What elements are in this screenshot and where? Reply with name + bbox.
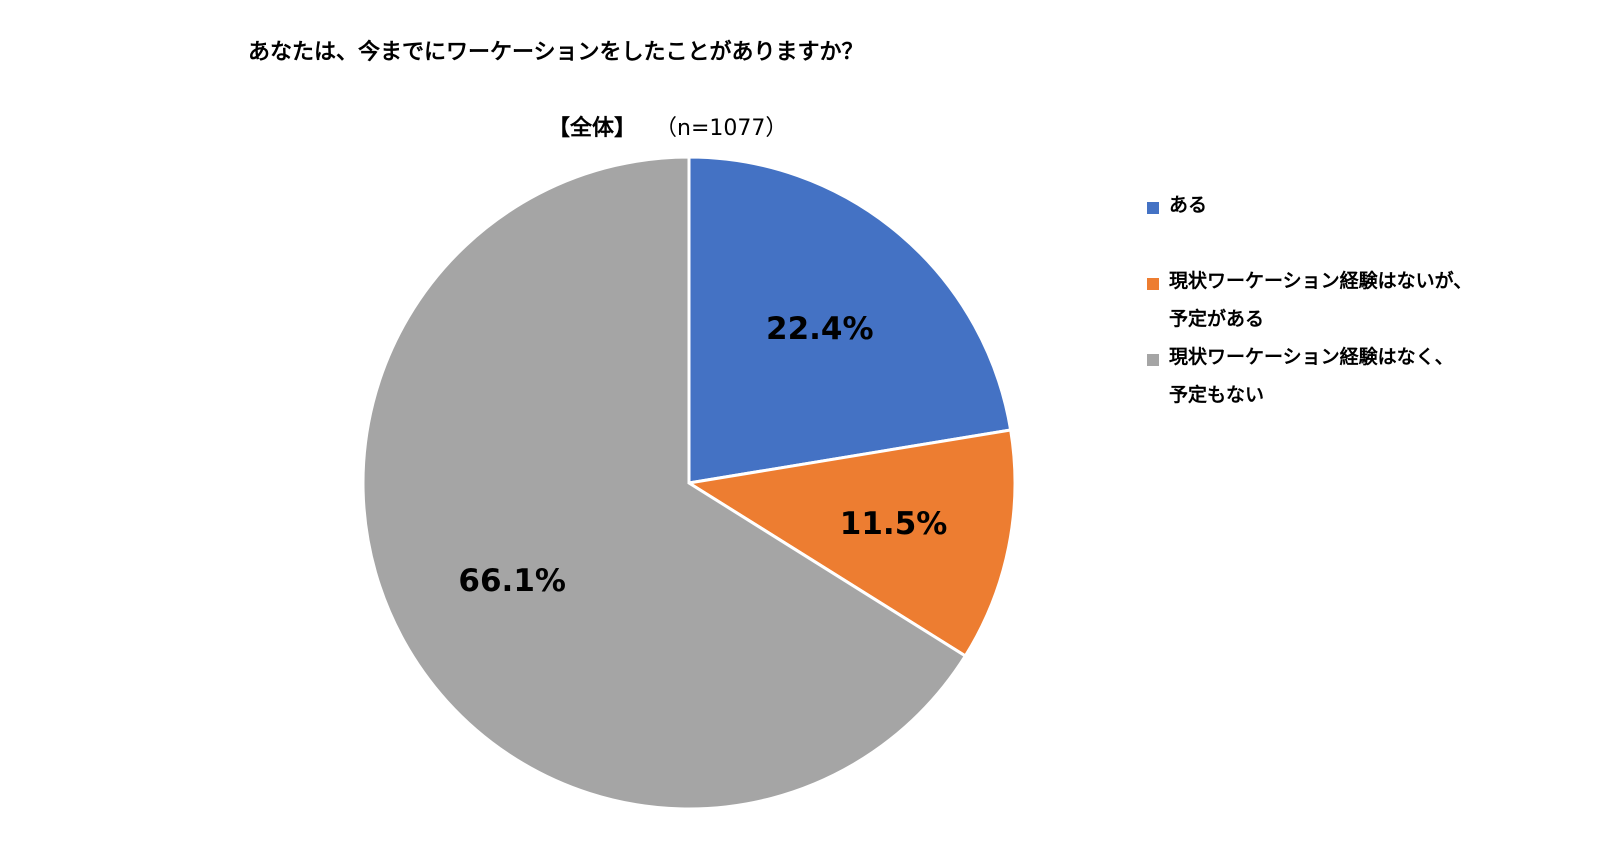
pie-slice-planned bbox=[684, 428, 1017, 659]
legend: ある 現状ワーケーション経験はないが、 予定がある 現状ワーケーション経験はなく… bbox=[1147, 186, 1567, 414]
legend-swatch-aru bbox=[1147, 202, 1159, 214]
chart-subtitle: 【全体】 （n=1077） bbox=[548, 110, 787, 142]
legend-label-planned-line2: 予定がある bbox=[1169, 308, 1265, 330]
data-label-none: 66.1% bbox=[458, 563, 566, 599]
legend-label-planned-line1: 現状ワーケーション経験はないが、 bbox=[1169, 270, 1473, 292]
legend-label-none-line2: 予定もない bbox=[1169, 384, 1265, 406]
legend-item-aru: ある bbox=[1147, 186, 1567, 224]
legend-swatch-planned bbox=[1147, 278, 1159, 290]
legend-label-none-line1: 現状ワーケーション経験はなく、 bbox=[1169, 346, 1454, 368]
legend-swatch-none bbox=[1147, 354, 1159, 366]
subtitle-group: 【全体】 bbox=[548, 116, 637, 141]
pie-slice-aru bbox=[687, 155, 1013, 485]
pie-slice-none bbox=[361, 155, 968, 811]
legend-item-planned: 現状ワーケーション経験はないが、 予定がある bbox=[1147, 262, 1567, 338]
subtitle-sample-size: （n=1077） bbox=[666, 116, 788, 141]
chart-title: あなたは、今までにワーケーションをしたことがありますか？ bbox=[248, 40, 864, 65]
legend-item-none: 現状ワーケーション経験はなく、 予定もない bbox=[1147, 338, 1567, 414]
data-label-aru: 22.4% bbox=[766, 311, 874, 347]
legend-label-aru: ある bbox=[1169, 194, 1208, 216]
data-label-planned: 11.5% bbox=[840, 506, 948, 542]
